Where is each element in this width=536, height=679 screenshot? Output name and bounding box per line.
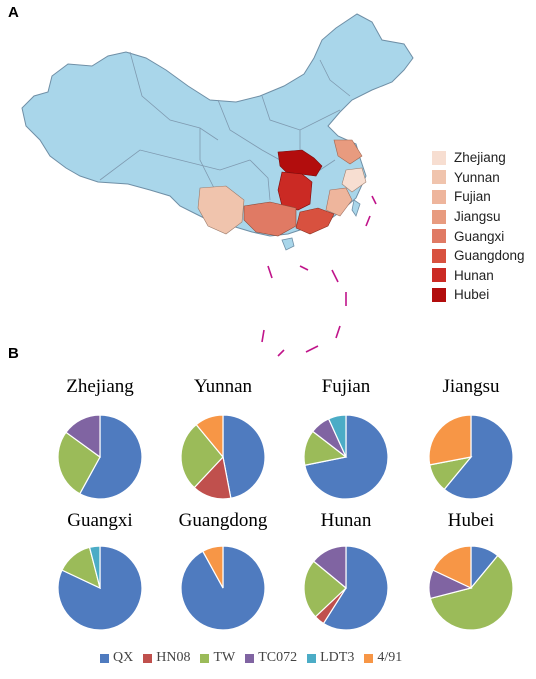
legend-item: Jiangsu [432, 207, 525, 227]
province-fujian [325, 187, 353, 217]
pie-title: Hubei [448, 510, 494, 531]
pie-slice-qx [78, 414, 143, 500]
panel-a-label: A [8, 4, 19, 21]
series-legend: QX HN08 TW TC072 LDT3 4/91 [100, 650, 412, 666]
legend-swatch [432, 209, 446, 224]
pie-slice-qx [222, 414, 266, 499]
legend-item: Hubei [432, 285, 525, 305]
legend-label: Zhejiang [454, 150, 506, 166]
series-legend-item: TW [200, 650, 235, 666]
panel-b-label: B [8, 345, 19, 362]
series-legend-label: LDT3 [320, 650, 355, 665]
pie-slice-tw [180, 423, 224, 489]
taiwan-island [351, 199, 361, 217]
series-legend-label: TC072 [258, 650, 298, 665]
pie-slice-ldt3 [327, 414, 347, 458]
pie-slice-tw [57, 431, 101, 495]
pie-title: Guangdong [179, 510, 268, 531]
pie-title: Jiangsu [443, 376, 501, 397]
legend-item: Zhejiang [432, 148, 525, 168]
series-swatch [364, 653, 374, 663]
legend-swatch [432, 268, 446, 283]
legend-label: Hunan [454, 267, 494, 283]
legend-label: Guangdong [454, 248, 525, 264]
legend-swatch [432, 287, 446, 302]
pie-slice-tw [303, 560, 347, 618]
legend-swatch [432, 189, 446, 204]
series-legend-label: QX [113, 650, 134, 665]
legend-label: Fujian [454, 189, 491, 205]
province-guangdong [295, 207, 335, 235]
pie-slice-tw [429, 554, 514, 631]
legend-swatch [432, 248, 446, 263]
pie-slice-qx [322, 545, 389, 631]
map-legend: Zhejiang Yunnan Fujian Jiangsu Guangxi G… [432, 148, 525, 305]
pie-slice-tc072 [312, 545, 347, 590]
legend-item: Yunnan [432, 168, 525, 188]
pie-slice-tc072 [65, 414, 101, 459]
legend-label: Jiangsu [454, 209, 501, 225]
legend-label: Yunnan [454, 169, 500, 185]
legend-swatch [432, 150, 446, 165]
series-legend-item: 4/91 [364, 650, 402, 666]
series-legend-item: QX [100, 650, 133, 666]
series-swatch [100, 653, 109, 663]
province-hubei [277, 149, 323, 177]
series-legend-label: HN08 [156, 650, 191, 665]
pie-slice-ldt3 [88, 545, 101, 589]
series-legend-item: HN08 [143, 650, 190, 666]
legend-item: Fujian [432, 187, 525, 207]
legend-item: Hunan [432, 266, 525, 286]
province-hunan [277, 171, 313, 211]
hainan-island [281, 237, 295, 251]
pie-title: Guangxi [67, 510, 132, 531]
legend-swatch [432, 170, 446, 185]
pie-slice-qx [443, 414, 514, 500]
pie-slice-491 [432, 545, 472, 589]
series-legend-item: TC072 [245, 650, 297, 666]
legend-swatch [432, 229, 446, 244]
series-legend-item: LDT3 [307, 650, 354, 666]
province-guangxi [243, 201, 297, 237]
pie-slice-491 [195, 414, 224, 459]
province-yunnan [197, 185, 245, 235]
pie-title: Yunnan [194, 376, 253, 397]
series-swatch [245, 653, 255, 663]
pie-title: Hunan [321, 510, 372, 531]
china-map [21, 13, 414, 357]
pie-title: Fujian [322, 376, 371, 397]
china-mainland [21, 13, 414, 237]
legend-label: Hubei [454, 287, 490, 303]
series-swatch [200, 653, 210, 663]
province-zhejiang [341, 167, 367, 193]
legend-item: Guangxi [432, 226, 525, 246]
pie-slice-491 [201, 545, 224, 589]
pie-slice-491 [428, 414, 472, 466]
nine-dash-line [261, 195, 377, 357]
pie-title: Zhejiang [66, 376, 134, 397]
series-swatch [143, 653, 153, 663]
province-borders [99, 51, 351, 201]
series-legend-label: 4/91 [377, 650, 403, 665]
series-legend-label: TW [213, 650, 236, 665]
legend-label: Guangxi [454, 228, 505, 244]
series-swatch [307, 653, 317, 663]
province-jiangsu [333, 139, 363, 165]
legend-item: Guangdong [432, 246, 525, 266]
